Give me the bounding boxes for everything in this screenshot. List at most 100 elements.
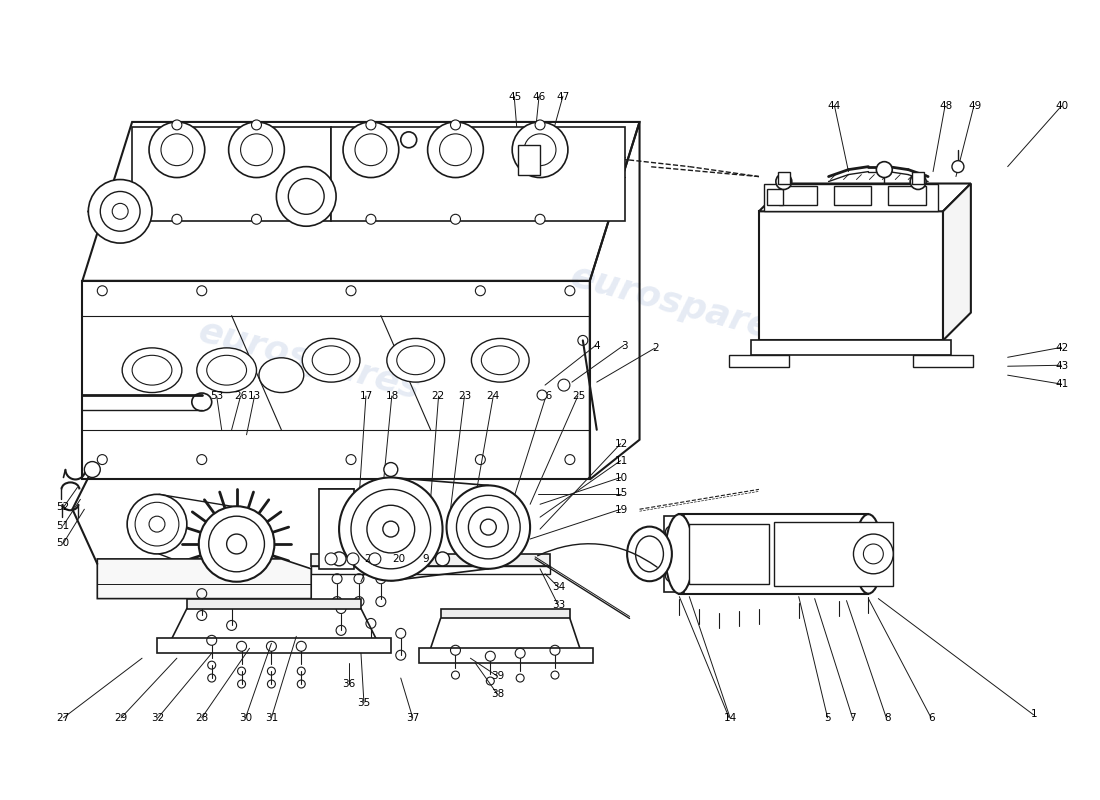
Circle shape (400, 132, 417, 148)
Bar (759, 211, 943, 341)
Text: 8: 8 (883, 713, 890, 722)
Circle shape (128, 494, 187, 554)
Text: 41: 41 (1056, 379, 1069, 389)
Ellipse shape (387, 338, 444, 382)
Text: 25: 25 (572, 391, 585, 401)
Circle shape (384, 462, 398, 477)
Text: 47: 47 (557, 91, 570, 102)
Text: 10: 10 (615, 473, 628, 483)
Bar (729, 355, 789, 367)
Circle shape (535, 214, 544, 224)
Circle shape (148, 516, 165, 532)
Text: 21: 21 (364, 554, 377, 564)
Circle shape (351, 490, 430, 569)
Text: eurospares: eurospares (195, 314, 424, 406)
Circle shape (481, 519, 496, 535)
Text: 31: 31 (265, 713, 278, 722)
Circle shape (469, 507, 508, 547)
Circle shape (910, 174, 926, 190)
Ellipse shape (302, 338, 360, 382)
Ellipse shape (122, 348, 182, 393)
Ellipse shape (666, 514, 693, 594)
Text: 15: 15 (615, 488, 628, 498)
Bar (82, 281, 590, 479)
Polygon shape (943, 183, 971, 341)
Text: 28: 28 (196, 713, 209, 722)
Text: 37: 37 (407, 713, 420, 722)
Bar (157, 638, 390, 654)
Bar (441, 609, 570, 618)
Circle shape (451, 214, 461, 224)
Text: 50: 50 (56, 538, 69, 548)
Ellipse shape (397, 346, 434, 374)
Text: 29: 29 (114, 713, 128, 722)
Circle shape (252, 120, 262, 130)
Polygon shape (664, 516, 684, 592)
Text: 48: 48 (939, 101, 953, 111)
Ellipse shape (855, 514, 882, 594)
Text: 49: 49 (968, 101, 981, 111)
Circle shape (524, 134, 556, 166)
Text: 44: 44 (828, 101, 842, 111)
Bar (331, 127, 625, 222)
Text: 36: 36 (342, 679, 355, 690)
Text: 17: 17 (360, 391, 373, 401)
Text: 7: 7 (849, 713, 856, 722)
Circle shape (135, 502, 179, 546)
Text: 2: 2 (652, 343, 659, 354)
Text: 9: 9 (422, 554, 429, 564)
Text: 52: 52 (56, 502, 69, 512)
Text: 11: 11 (615, 456, 628, 466)
Bar (774, 522, 893, 586)
Circle shape (276, 166, 337, 226)
Circle shape (326, 553, 337, 565)
Circle shape (513, 122, 568, 178)
Bar (419, 648, 593, 663)
Ellipse shape (132, 355, 172, 385)
Circle shape (227, 534, 246, 554)
Text: 20: 20 (393, 554, 406, 564)
Circle shape (209, 516, 264, 572)
Text: 1: 1 (1031, 709, 1037, 719)
Circle shape (558, 379, 570, 391)
Bar (311, 554, 550, 566)
Circle shape (339, 478, 442, 581)
Bar (311, 566, 550, 574)
Ellipse shape (312, 346, 350, 374)
Bar (889, 186, 926, 206)
Text: 33: 33 (552, 600, 565, 610)
Circle shape (161, 134, 192, 166)
Circle shape (346, 553, 359, 565)
Text: 6: 6 (928, 713, 935, 722)
Text: 24: 24 (486, 391, 499, 401)
Text: 27: 27 (56, 713, 69, 722)
Bar (751, 341, 952, 355)
Bar (680, 514, 868, 594)
Circle shape (854, 534, 893, 574)
Bar (913, 355, 972, 367)
Bar (778, 171, 790, 183)
Circle shape (252, 214, 262, 224)
Ellipse shape (636, 536, 663, 572)
Circle shape (368, 553, 381, 565)
Text: 43: 43 (1056, 361, 1069, 371)
Text: 34: 34 (552, 582, 565, 592)
Text: 4: 4 (594, 341, 601, 351)
Circle shape (148, 122, 205, 178)
Text: 38: 38 (491, 689, 504, 699)
Circle shape (241, 134, 273, 166)
Bar (187, 598, 361, 609)
Text: 26: 26 (234, 391, 248, 401)
Polygon shape (759, 183, 971, 211)
Circle shape (451, 120, 461, 130)
Circle shape (447, 486, 530, 569)
Circle shape (440, 134, 472, 166)
Text: 39: 39 (491, 671, 504, 682)
Circle shape (877, 162, 892, 178)
Circle shape (343, 122, 399, 178)
Bar (912, 171, 924, 183)
Text: 12: 12 (615, 438, 628, 449)
Text: 14: 14 (724, 713, 737, 722)
Circle shape (383, 521, 399, 537)
Circle shape (112, 203, 128, 219)
